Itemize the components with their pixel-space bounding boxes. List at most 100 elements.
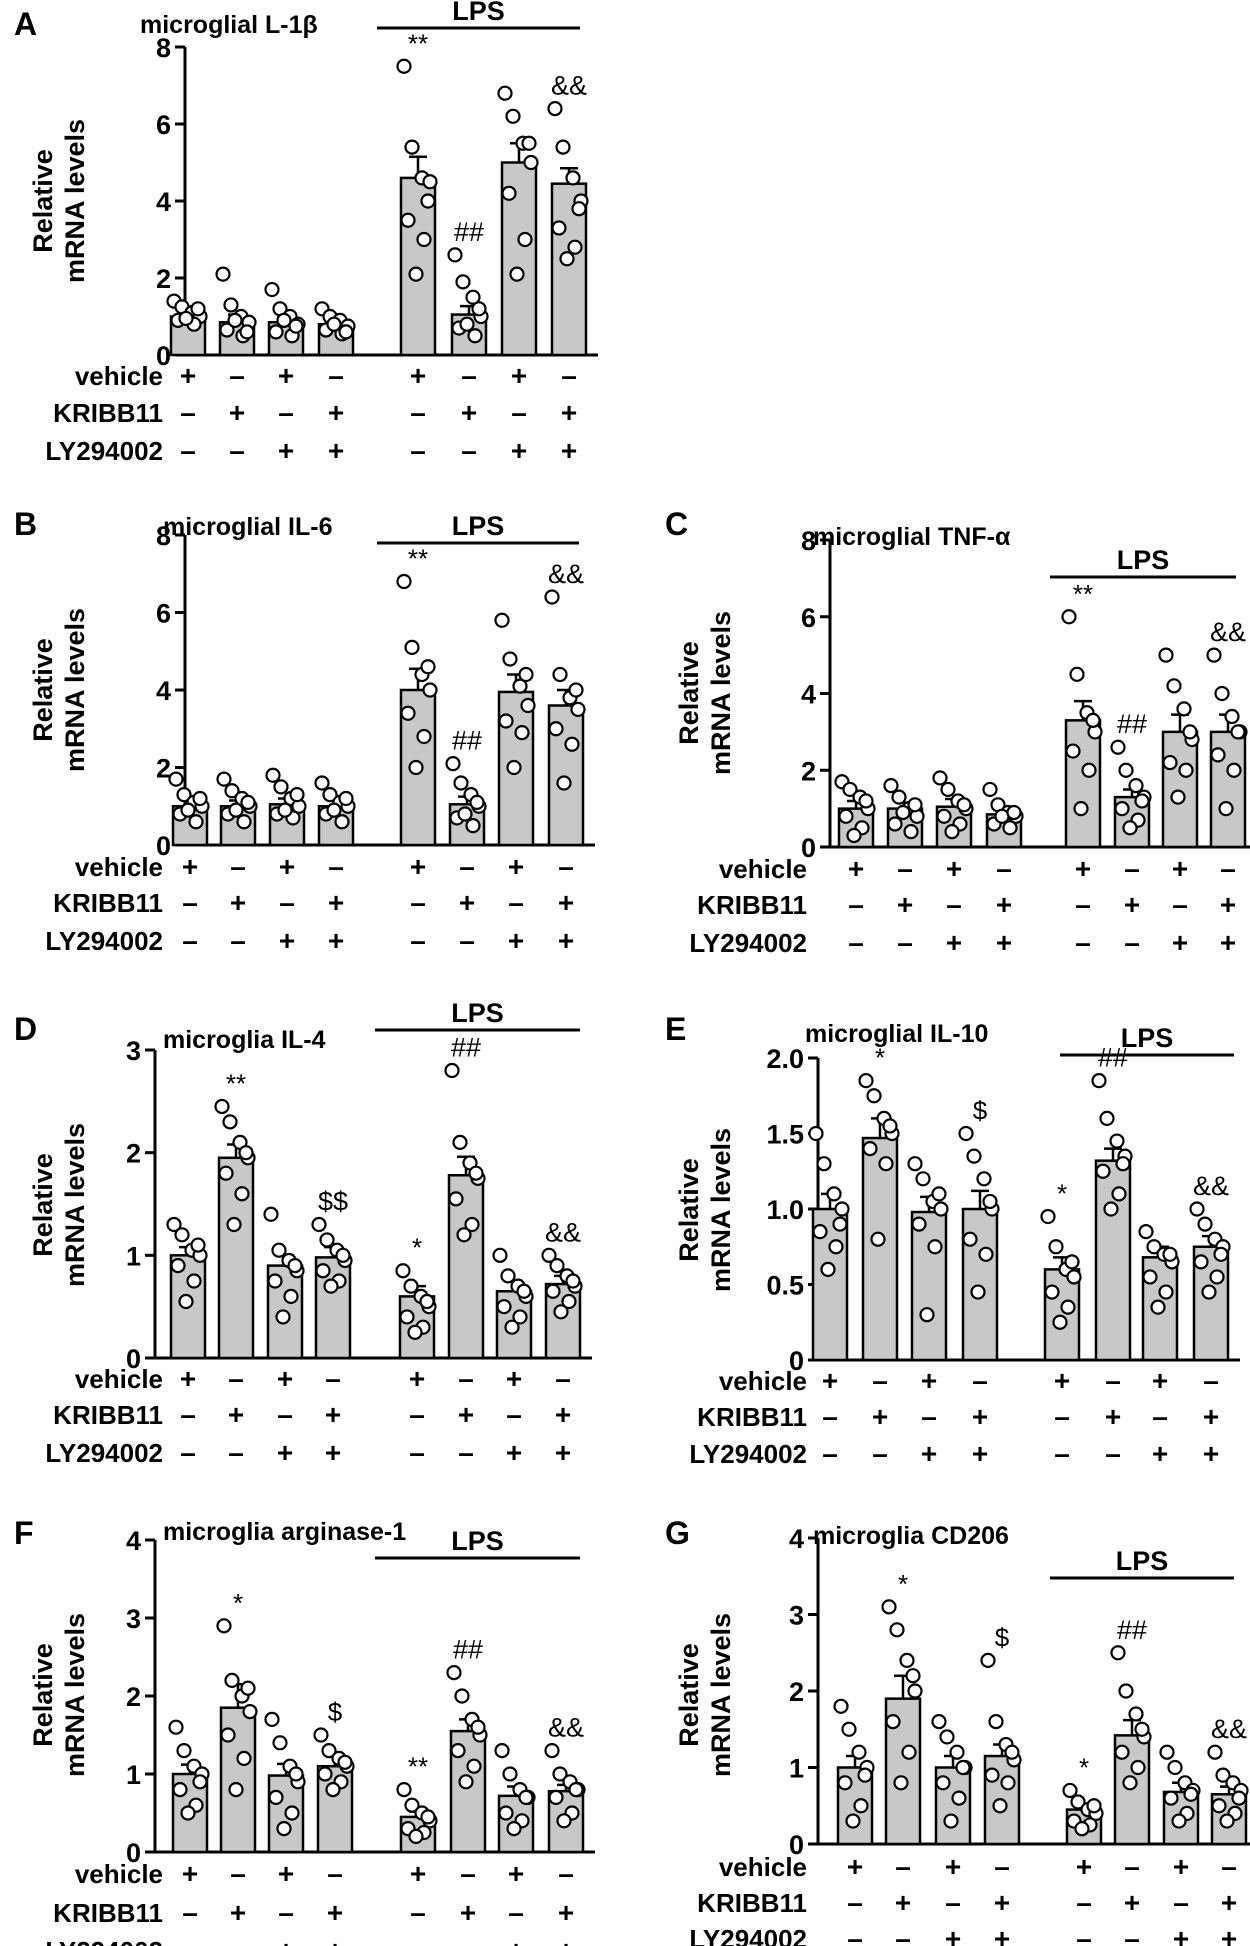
treatment-sign: – [1105, 1365, 1121, 1396]
treatment-sign: – [1076, 1887, 1092, 1918]
data-point [214, 1098, 230, 1115]
lps-label: LPS [451, 1526, 504, 1556]
y-tick-label: 3 [126, 1604, 141, 1634]
treatment-sign: – [229, 360, 245, 391]
data-point [571, 201, 587, 217]
treatment-sign: + [459, 887, 475, 918]
data-point [1000, 1775, 1016, 1791]
data-point [457, 806, 473, 822]
data-point [322, 787, 338, 803]
treatment-sign: – [555, 1363, 571, 1394]
data-point [416, 231, 432, 248]
data-point [1150, 1299, 1166, 1315]
data-point [992, 1798, 1008, 1814]
data-point [858, 1073, 874, 1089]
treatment-sign: – [1221, 1851, 1237, 1882]
treatment-sign: + [278, 1935, 294, 1946]
data-point [268, 324, 284, 340]
data-point [1158, 1284, 1174, 1300]
treatment-row-label: KRIBB11 [53, 1400, 163, 1430]
data-point [216, 771, 232, 787]
data-point [400, 705, 416, 721]
treatment-sign: – [410, 1935, 426, 1946]
lps-label: LPS [452, 511, 505, 541]
treatment-sign: + [461, 397, 477, 428]
treatment-sign: + [327, 1897, 343, 1928]
data-point [834, 1201, 850, 1217]
treatment-sign: – [895, 1923, 911, 1946]
data-point [903, 824, 919, 840]
data-point [899, 1652, 915, 1669]
data-point [338, 790, 354, 807]
treatment-row-label: KRIBB11 [697, 1888, 807, 1918]
treatment-sign: + [921, 1438, 937, 1469]
data-point [319, 1232, 335, 1248]
data-point [931, 1186, 947, 1202]
data-point [188, 814, 204, 830]
treatment-sign: – [228, 1437, 244, 1468]
treatment-sign: + [508, 925, 524, 956]
treatment-sign: + [847, 1851, 863, 1882]
data-point [1118, 1683, 1134, 1699]
treatment-sign: – [511, 397, 527, 428]
data-point [853, 1798, 869, 1814]
data-point [236, 1750, 252, 1767]
significance-marker: ## [1098, 1043, 1128, 1073]
treatment-sign: + [1152, 1365, 1168, 1396]
treatment-sign: – [848, 889, 864, 920]
treatment-sign: + [561, 397, 577, 428]
data-point [832, 1216, 848, 1232]
y-axis-label-line1: Relative [674, 641, 704, 745]
data-point [219, 322, 235, 338]
data-point [1226, 762, 1242, 778]
y-axis-label-line1: Relative [28, 1153, 58, 1257]
panel-letter: F [14, 1515, 34, 1551]
data-point [505, 108, 521, 124]
treatment-sign: – [508, 887, 524, 918]
data-point [500, 1268, 516, 1284]
y-tick-label: 4 [801, 680, 816, 710]
treatment-sign: + [278, 1858, 294, 1889]
data-point [222, 1114, 238, 1130]
data-point [395, 1263, 411, 1279]
data-point [1065, 743, 1081, 759]
data-point [962, 1231, 978, 1247]
treatment-sign: + [180, 1363, 196, 1394]
data-point [885, 1713, 901, 1730]
treatment-sign: – [1124, 927, 1140, 958]
y-tick-label: 6 [801, 603, 816, 633]
treatment-sign: – [558, 1858, 574, 1889]
data-point [1044, 1284, 1060, 1300]
y-tick-label: 4 [156, 676, 171, 706]
data-point [911, 1216, 927, 1232]
panel-title: microglia arginase-1 [163, 1518, 406, 1546]
treatment-sign: – [325, 1363, 341, 1394]
significance-marker: $ [973, 1096, 988, 1126]
data-point [1074, 1821, 1090, 1837]
treatment-sign: – [1124, 1851, 1140, 1882]
y-tick-label: 0 [126, 1344, 141, 1374]
treatment-sign: – [182, 887, 198, 918]
data-point [287, 1257, 303, 1274]
treatment-sign: + [945, 1923, 961, 1946]
y-tick-label: 1.0 [766, 1195, 804, 1225]
data-point [218, 1165, 234, 1181]
data-point [932, 770, 948, 786]
treatment-sign: – [230, 1935, 246, 1946]
treatment-sign: – [180, 435, 196, 466]
data-point [552, 666, 568, 683]
treatment-sign: – [561, 360, 577, 391]
treatment-sign: – [895, 1851, 911, 1882]
data-point [452, 1134, 468, 1151]
data-point [227, 312, 243, 328]
significance-marker: ** [408, 1752, 428, 1782]
data-point [858, 793, 874, 809]
data-point [949, 1744, 965, 1760]
data-point [180, 1805, 196, 1821]
y-tick-label: 0 [789, 1830, 804, 1860]
data-point [224, 783, 240, 799]
data-point [1230, 724, 1246, 740]
treatment-sign: + [1220, 927, 1236, 958]
